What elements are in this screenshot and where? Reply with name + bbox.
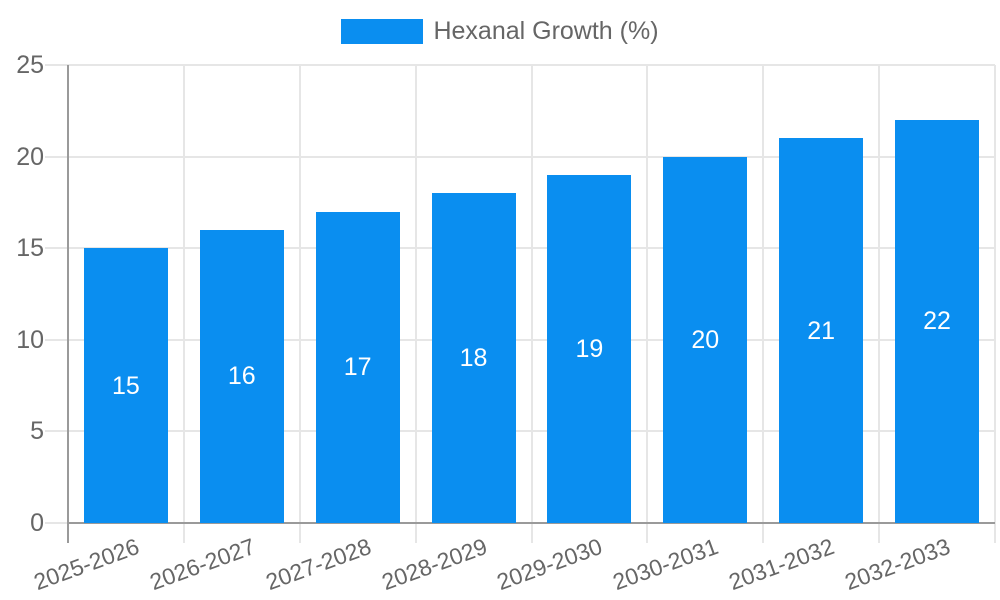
x-tick-label: 2031-2032 xyxy=(725,533,838,596)
x-gridline xyxy=(182,65,185,543)
y-tick-label: 25 xyxy=(16,51,44,79)
x-gridline xyxy=(530,65,533,543)
legend: Hexanal Growth (%) xyxy=(0,19,1000,44)
legend-label: Hexanal Growth (%) xyxy=(433,17,659,45)
y-gridline xyxy=(45,155,995,158)
x-tick-label: 2032-2033 xyxy=(841,533,954,596)
legend-swatch-icon xyxy=(341,19,424,44)
y-tick-label: 5 xyxy=(30,417,44,446)
bar[interactable] xyxy=(315,211,400,523)
bar[interactable] xyxy=(663,156,748,523)
x-gridline xyxy=(878,65,881,543)
bar[interactable] xyxy=(779,138,864,523)
bar-value-label: 19 xyxy=(575,334,604,363)
y-gridline xyxy=(45,247,995,250)
bar[interactable] xyxy=(431,193,516,523)
x-gridline xyxy=(298,65,301,543)
x-tick-label: 2028-2029 xyxy=(377,533,491,596)
x-tick-label: 2026-2027 xyxy=(146,533,259,596)
bar[interactable] xyxy=(83,248,168,523)
bar-value-label: 18 xyxy=(459,344,488,373)
y-tick-label: 10 xyxy=(16,325,44,354)
x-gridline xyxy=(994,65,996,543)
x-tick-label: 2027-2028 xyxy=(261,533,375,596)
bar[interactable] xyxy=(199,229,284,523)
y-tick-label: 20 xyxy=(16,142,44,171)
bar[interactable] xyxy=(547,174,632,523)
y-tick-label: 0 xyxy=(30,509,44,537)
y-gridline xyxy=(45,64,995,66)
x-axis-line xyxy=(68,522,995,524)
bar-value-label: 15 xyxy=(112,371,140,400)
legend-item[interactable]: Hexanal Growth (%) xyxy=(341,17,659,45)
y-gridline xyxy=(45,430,995,433)
x-gridline xyxy=(762,65,765,543)
x-tick-label: 2029-2030 xyxy=(493,533,606,596)
bar[interactable] xyxy=(895,119,980,523)
bar-value-label: 16 xyxy=(227,362,256,391)
bar-value-label: 22 xyxy=(923,307,951,336)
x-gridline xyxy=(646,65,649,543)
x-gridline xyxy=(414,65,417,543)
y-tick-label: 15 xyxy=(16,234,44,263)
bar-value-label: 21 xyxy=(807,316,836,345)
x-tick-label: 2025-2026 xyxy=(30,533,143,596)
bar-value-label: 20 xyxy=(691,325,720,354)
bar-value-label: 17 xyxy=(343,353,372,382)
y-axis-line xyxy=(67,65,69,543)
y-gridline xyxy=(45,338,995,341)
x-tick-label: 2030-2031 xyxy=(609,533,722,596)
